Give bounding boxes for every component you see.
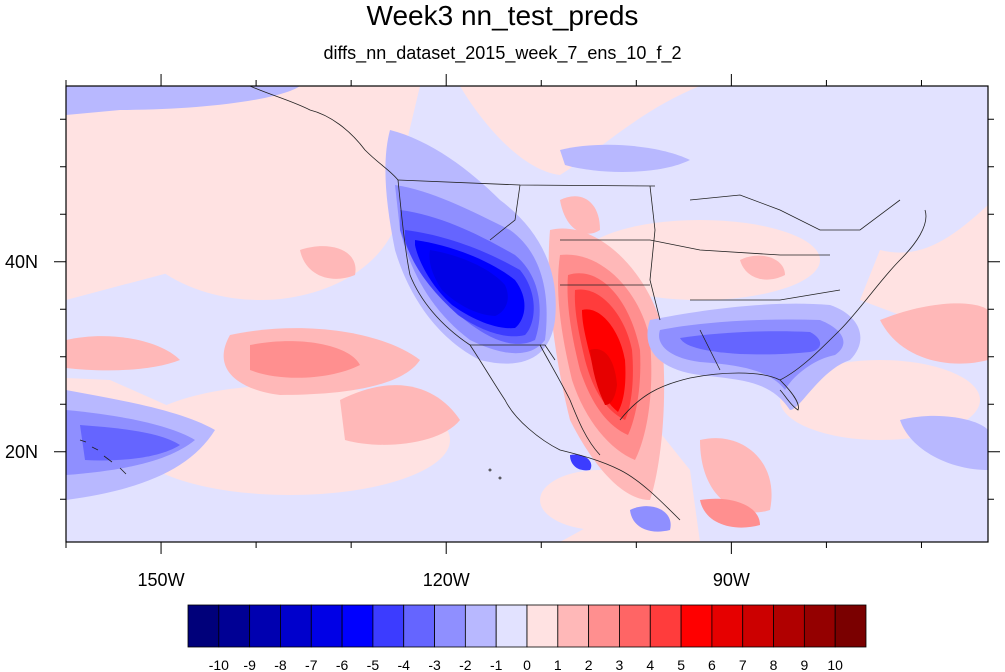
colorbar-box: [249, 604, 281, 648]
colorbar: [187, 604, 867, 648]
colorbar-box: [434, 604, 466, 648]
x-tick-label: 90W: [713, 570, 750, 590]
x-tick-labels: 150W 120W 90W: [138, 570, 750, 590]
x-tick-label: 150W: [138, 570, 185, 590]
x-tick-label: 120W: [423, 570, 470, 590]
colorbar-box: [619, 604, 651, 648]
colorbar-label: -10: [209, 657, 229, 672]
colorbar-box: [372, 604, 405, 648]
colorbar-label: 7: [739, 657, 747, 672]
colorbar-label: -6: [336, 657, 349, 672]
map-frame: [65, 85, 989, 543]
colorbar-box: [834, 604, 867, 648]
colorbar-box: [280, 604, 312, 648]
colorbar-box: [803, 604, 836, 648]
colorbar-label: 1: [554, 657, 562, 672]
red-plume: [548, 228, 665, 500]
colorbar-box: [218, 604, 251, 648]
colorbar-label: -4: [398, 657, 411, 672]
colorbar-box: [588, 604, 620, 648]
colorbar-label: 9: [800, 657, 808, 672]
colorbar-label: 5: [677, 657, 685, 672]
colorbar-box: [403, 604, 435, 648]
colorbar-box: [187, 604, 220, 648]
colorbar-box: [526, 604, 559, 648]
colorbar-label: -7: [305, 657, 318, 672]
contour-field: [66, 86, 988, 542]
blue-southeast: [647, 303, 861, 410]
axis-ticks: [54, 74, 1000, 554]
colorbar-box: [495, 604, 528, 648]
colorbar-label: -8: [274, 657, 287, 672]
y-tick-label: 40N: [5, 252, 38, 272]
colorbar-label: -2: [459, 657, 472, 672]
y-tick-labels: 40N 20N: [5, 252, 38, 462]
y-tick-label: 20N: [5, 442, 38, 462]
coastlines: [79, 86, 927, 521]
colorbar-label: 3: [616, 657, 624, 672]
colorbar-label: 2: [585, 657, 593, 672]
plot-title: Week3 nn_test_preds: [366, 0, 639, 31]
colorbar-box: [557, 604, 590, 648]
colorbar-box: [742, 604, 774, 648]
colorbar-label: -9: [243, 657, 256, 672]
colorbar-label: -3: [428, 657, 441, 672]
colorbar-label: 4: [646, 657, 654, 672]
colorbar-label: -1: [490, 657, 503, 672]
colorbar-label: 10: [827, 657, 843, 672]
blue-west: [385, 130, 556, 364]
colorbar-box: [773, 604, 805, 648]
blue-patches: [66, 86, 988, 532]
colorbar-labels: -10 -9 -8 -7 -6 -5 -4 -3 -2 -1 0 1 2 3 4 5 6 7 8 9 10: [209, 657, 843, 672]
salmon-regions: [250, 341, 760, 528]
plot-subtitle: diffs_nn_dataset_2015_week_7_ens_10_f_2: [323, 43, 682, 63]
colorbar-box: [310, 604, 343, 648]
colorbar-label: 6: [708, 657, 716, 672]
colorbar-label: 0: [523, 657, 531, 672]
colorbar-label: -5: [367, 657, 380, 672]
colorbar-label: 8: [770, 657, 778, 672]
colorbar-box: [464, 604, 497, 648]
colorbar-box: [680, 604, 713, 648]
colorbar-box: [711, 604, 744, 648]
colorbar-box: [649, 604, 682, 648]
colorbar-box: [341, 604, 374, 648]
pink-regions: [66, 196, 988, 513]
